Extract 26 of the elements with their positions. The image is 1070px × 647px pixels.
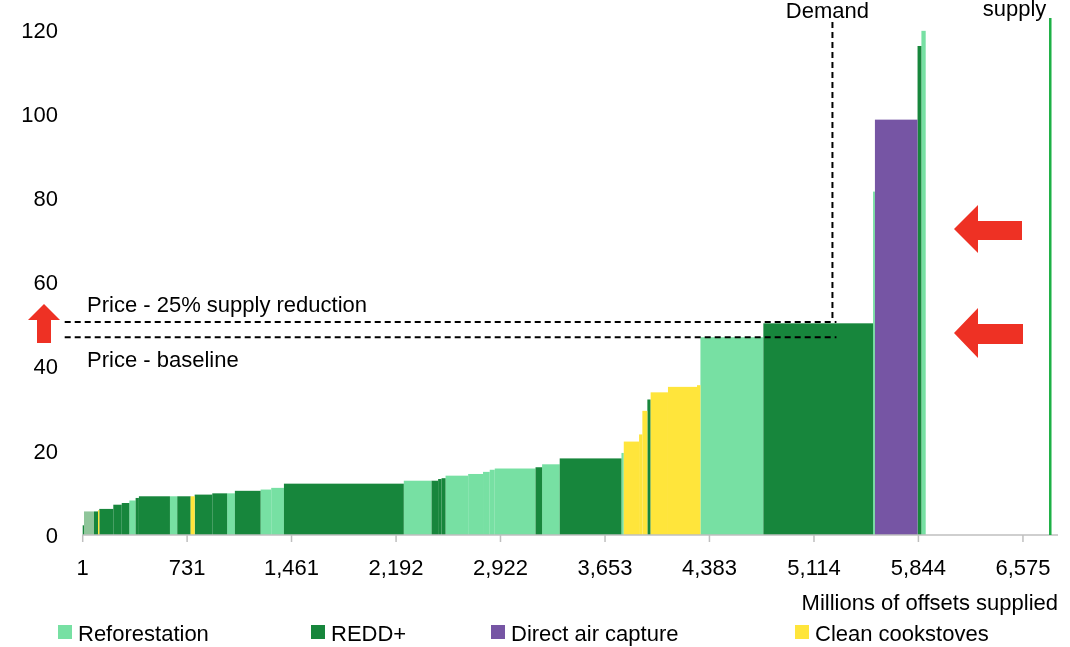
- ref-line-label: supply: [982, 0, 1047, 21]
- x-tick-label: 2,922: [472, 555, 529, 580]
- x-tick-label: 1,461: [263, 555, 320, 580]
- legend-label: REDD+: [331, 620, 407, 646]
- x-tick-label: 5,844: [890, 555, 946, 580]
- y-tick-label: 0: [45, 522, 58, 548]
- y-tick-label: 100: [21, 101, 58, 127]
- y-tick-label: 120: [21, 17, 58, 43]
- ref-line-label: Price - 25% supply reduction: [87, 292, 368, 318]
- x-tick-label: 731: [168, 555, 206, 580]
- x-tick-label: 6,575: [995, 555, 1051, 580]
- legend-label: Reforestation: [78, 620, 209, 646]
- x-tick-label: 5,114: [787, 555, 841, 580]
- x-tick-label: 4,383: [681, 555, 737, 580]
- legend-label: Direct air capture: [511, 620, 679, 646]
- y-tick-label: 40: [33, 354, 58, 380]
- ref-line-label: Price - baseline: [87, 347, 239, 373]
- y-tick-label: 60: [33, 270, 58, 296]
- x-tick-label: 3,653: [577, 555, 633, 580]
- legend-label: Clean cookstoves: [815, 620, 989, 646]
- x-axis-title: Millions of offsets supplied: [801, 590, 1058, 615]
- y-tick-label: 80: [33, 186, 58, 212]
- ref-line-label: Demand: [785, 0, 870, 23]
- y-tick-label: 20: [33, 438, 58, 464]
- x-tick-label: 2,192: [368, 555, 424, 580]
- x-tick-label: 1: [76, 555, 89, 580]
